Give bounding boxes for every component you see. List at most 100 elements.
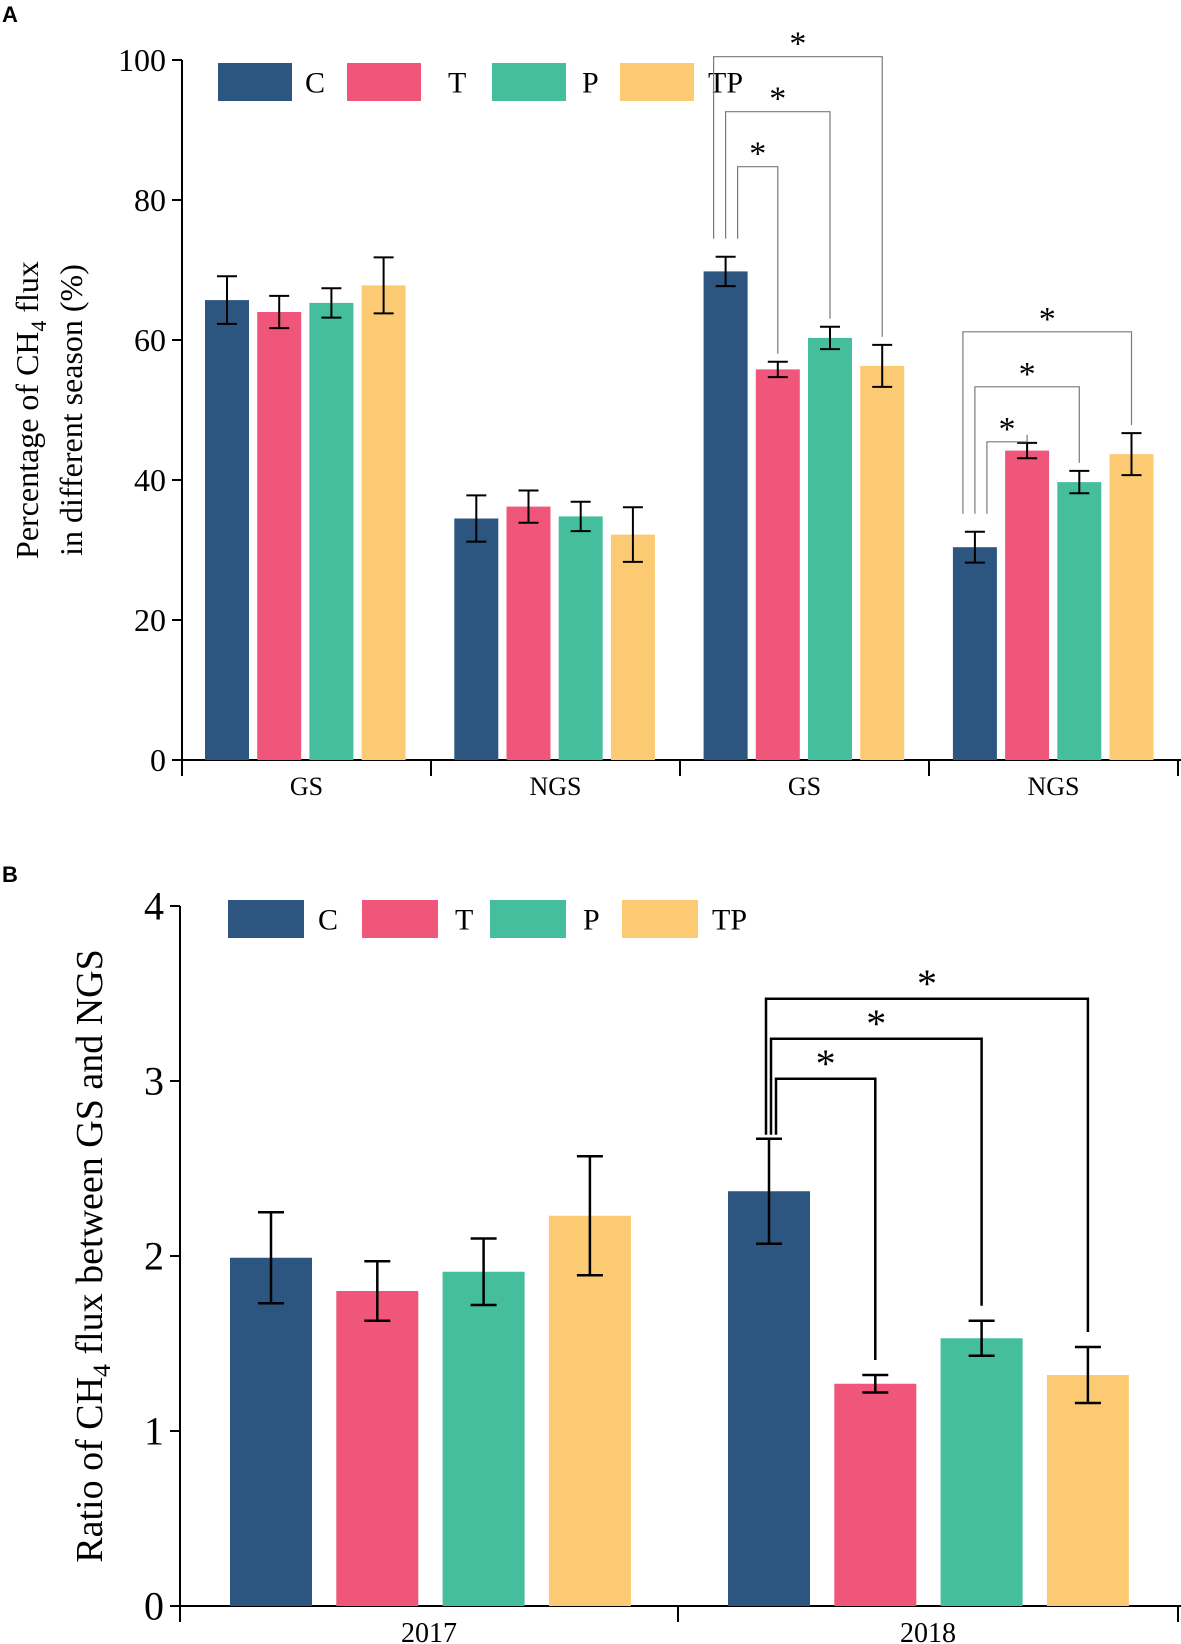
x-tick-label: GS <box>788 772 821 801</box>
significance-star: * <box>1039 301 1056 338</box>
significance-star: * <box>789 26 806 63</box>
error-bar <box>570 500 591 533</box>
legend-swatch-c <box>228 900 304 938</box>
significance-bracket: * <box>769 1001 983 1306</box>
legend-label-tp: TP <box>712 904 747 937</box>
significance-star: * <box>1019 356 1036 393</box>
legend-label-p: P <box>582 67 599 100</box>
y-tick-label: 1 <box>144 1409 164 1454</box>
y-tick-label: 100 <box>118 42 166 78</box>
bar-c-ngs <box>952 547 997 760</box>
error-bar <box>968 1319 995 1357</box>
bar-tp-gs <box>361 285 406 760</box>
x-tick-label: 2018 <box>900 1618 956 1644</box>
error-bar <box>258 1211 284 1305</box>
legend-swatch-tp <box>620 63 694 101</box>
significance-star: * <box>816 1041 836 1086</box>
bar-t-2017 <box>336 1291 419 1606</box>
panel-b: B 0 1 2 3 4 2017 2018 Ratio of CH4 flux between … <box>2 862 1181 1644</box>
error-bar <box>518 489 539 524</box>
legend-swatch-p <box>492 63 566 101</box>
error-bar <box>862 1373 889 1394</box>
error-bar <box>756 1137 782 1245</box>
x-tick-label: 2017 <box>401 1618 457 1644</box>
bar-c-2018 <box>728 1191 810 1606</box>
bar-p-gs <box>309 302 354 760</box>
legend-swatch-t <box>347 63 421 101</box>
error-bar <box>1121 432 1142 477</box>
significance-bracket: * <box>712 26 883 337</box>
y-axis-label-line2: in different season (%) <box>53 264 89 556</box>
y-tick-label: 40 <box>134 462 166 498</box>
legend-label-t: T <box>455 904 473 937</box>
bar-t-2018 <box>834 1383 917 1606</box>
y-tick-label: 20 <box>134 602 166 638</box>
bar-p-2018 <box>940 1338 1023 1606</box>
y-axis-label: Percentage of CH4 flux <box>9 261 51 559</box>
x-tick-label: NGS <box>1027 772 1079 801</box>
significance-star: * <box>769 81 786 118</box>
bar-tp-ngs <box>610 534 655 760</box>
y-tick-label: 80 <box>134 182 166 218</box>
significance-bracket: * <box>764 961 1090 1332</box>
bar-t-ngs <box>1005 450 1050 760</box>
y-tick-label: 4 <box>144 884 164 929</box>
panel-a: A 0 20 40 60 80 100 GS NGS GS NGS Percentage of CH4… <box>2 2 1181 801</box>
y-tick-label: 0 <box>144 1584 164 1629</box>
y-tick-label: 2 <box>144 1234 164 1279</box>
legend-swatch-c <box>218 63 292 101</box>
bar-tp-gs <box>860 365 905 760</box>
legend-label-t: T <box>448 67 466 100</box>
error-bar <box>622 506 643 563</box>
error-bar <box>466 494 487 543</box>
bar-tp-2017 <box>548 1215 631 1606</box>
x-tick-label: NGS <box>529 772 581 801</box>
error-bar <box>1017 441 1038 460</box>
significance-bracket: * <box>736 136 779 354</box>
legend-label-c: C <box>305 67 325 100</box>
error-bar <box>820 325 840 351</box>
significance-star: * <box>866 1001 886 1046</box>
legend-label-p: P <box>583 904 600 937</box>
bar-p-ngs <box>1057 482 1102 760</box>
significance-bracket: * <box>962 301 1133 514</box>
error-bar <box>767 360 788 379</box>
legend-label-c: C <box>318 904 338 937</box>
error-bar <box>1069 469 1090 495</box>
error-bar <box>321 287 342 319</box>
panel-label: A <box>2 2 18 27</box>
bar-t-ngs <box>506 506 551 760</box>
bar-t-gs <box>755 369 800 760</box>
error-bar <box>269 294 290 330</box>
x-tick-label: GS <box>290 772 323 801</box>
significance-star: * <box>917 961 937 1006</box>
significance-bracket: * <box>724 81 831 319</box>
y-tick-label: 60 <box>134 322 166 358</box>
bar-c-gs <box>703 271 748 760</box>
significance-star: * <box>999 411 1016 448</box>
bar-p-gs <box>808 337 852 760</box>
bar-tp-ngs <box>1109 454 1154 760</box>
bar-c-2017 <box>230 1257 312 1606</box>
significance-bracket: * <box>974 356 1080 514</box>
y-tick-label: 3 <box>144 1059 164 1104</box>
error-bar <box>715 255 736 288</box>
error-bar <box>373 256 394 315</box>
panel-label: B <box>2 862 18 887</box>
legend-swatch-p <box>490 900 566 938</box>
error-bar <box>364 1260 391 1322</box>
legend-swatch-t <box>362 900 438 938</box>
significance-bracket: * <box>986 411 1028 514</box>
error-bar <box>576 1155 603 1277</box>
bar-t-gs <box>257 312 302 760</box>
bar-c-ngs <box>454 518 499 760</box>
error-bar <box>217 275 237 325</box>
significance-bracket: * <box>774 1041 877 1360</box>
error-bar <box>470 1237 497 1307</box>
y-axis-label: Ratio of CH4 flux between GS and NGS <box>69 949 116 1562</box>
significance-star: * <box>749 136 766 173</box>
bar-p-ngs <box>558 516 603 760</box>
bar-c-gs <box>205 300 249 760</box>
legend-swatch-tp <box>622 900 698 938</box>
